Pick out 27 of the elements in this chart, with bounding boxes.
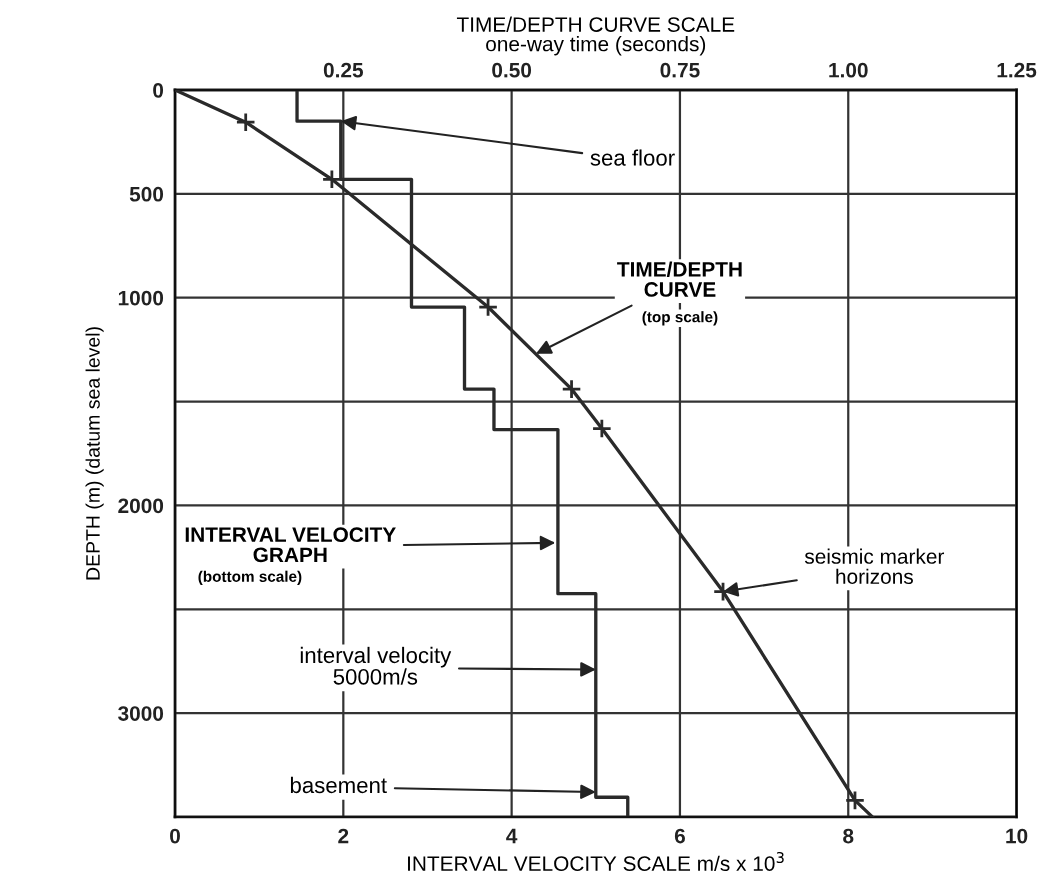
x-tick-label: 8 [843,828,854,844]
x2-tick-label: 1.00 [829,62,868,78]
annotation: interval velocity 5000m/s [300,646,452,685]
y-tick-label: 0 [153,83,164,98]
annotation: basement [290,776,387,794]
y-axis-title: DEPTH (m) (datum sea level) [85,327,104,580]
annotation: (top scale) [642,311,718,326]
x-tick-label: 4 [506,828,518,844]
x2-axis-title: TIME/DEPTH CURVE SCALE one-way time (seconds) [456,16,735,56]
x2-tick-label: 0.25 [323,62,364,78]
x-axis-title: INTERVAL VELOCITY SCALE m/s x 10$^{3}$ [408,851,784,871]
x-tick-label: 0 [170,828,180,844]
x2-tick-label: 0.50 [492,62,532,78]
x-tick-label: 2 [338,828,349,844]
x-tick-label: 10 [1006,828,1028,844]
annotation: TIME/DEPTH CURVE [617,261,742,297]
y-tick-label: 500 [129,186,164,202]
x2-tick-label: 0.75 [660,62,700,78]
y-tick-label: 3000 [118,706,164,721]
x-tick-label: 6 [674,828,685,844]
annotation: sea floor [590,149,675,166]
annotation: (bottom scale) [198,570,302,585]
x2-tick-label: 1.25 [997,62,1037,78]
y-tick-label: 2000 [118,498,164,514]
y-tick-label: 1000 [118,290,164,306]
annotation: seismic marker horizons [804,548,945,585]
annotation: INTERVAL VELOCITY GRAPH [185,527,396,563]
